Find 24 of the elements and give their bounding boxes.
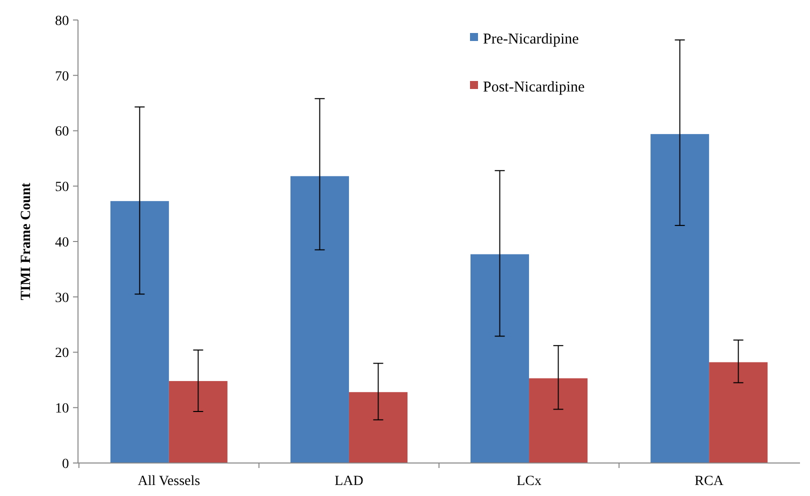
x-tick-label: LCx	[516, 474, 542, 489]
y-tick-label: 10	[55, 402, 69, 417]
bar	[348, 392, 408, 463]
legend-label: Post-Nicardipine	[483, 79, 585, 96]
y-tick-label: 70	[55, 69, 69, 84]
y-axis-title: TIMI Frame Count	[19, 182, 34, 300]
y-tick-label: 40	[55, 235, 69, 250]
y-tick-label: 0	[62, 456, 69, 472]
bar	[470, 254, 530, 463]
y-tick-label: 60	[55, 124, 69, 140]
y-tick-label: 20	[55, 346, 69, 362]
y-tick-label: 80	[55, 14, 69, 29]
y-tick-label: 30	[55, 290, 69, 306]
x-tick-label: LAD	[334, 474, 364, 489]
bar	[290, 176, 349, 463]
bar	[650, 134, 710, 463]
bar	[709, 362, 768, 463]
bar	[110, 201, 169, 463]
x-tick-label: All Vessels	[138, 474, 200, 489]
legend-label: Pre-Nicardipine	[483, 31, 580, 48]
y-tick-label: 50	[55, 180, 69, 196]
bar	[168, 381, 228, 463]
x-tick-label: RCA	[694, 474, 724, 489]
bar	[529, 378, 588, 463]
